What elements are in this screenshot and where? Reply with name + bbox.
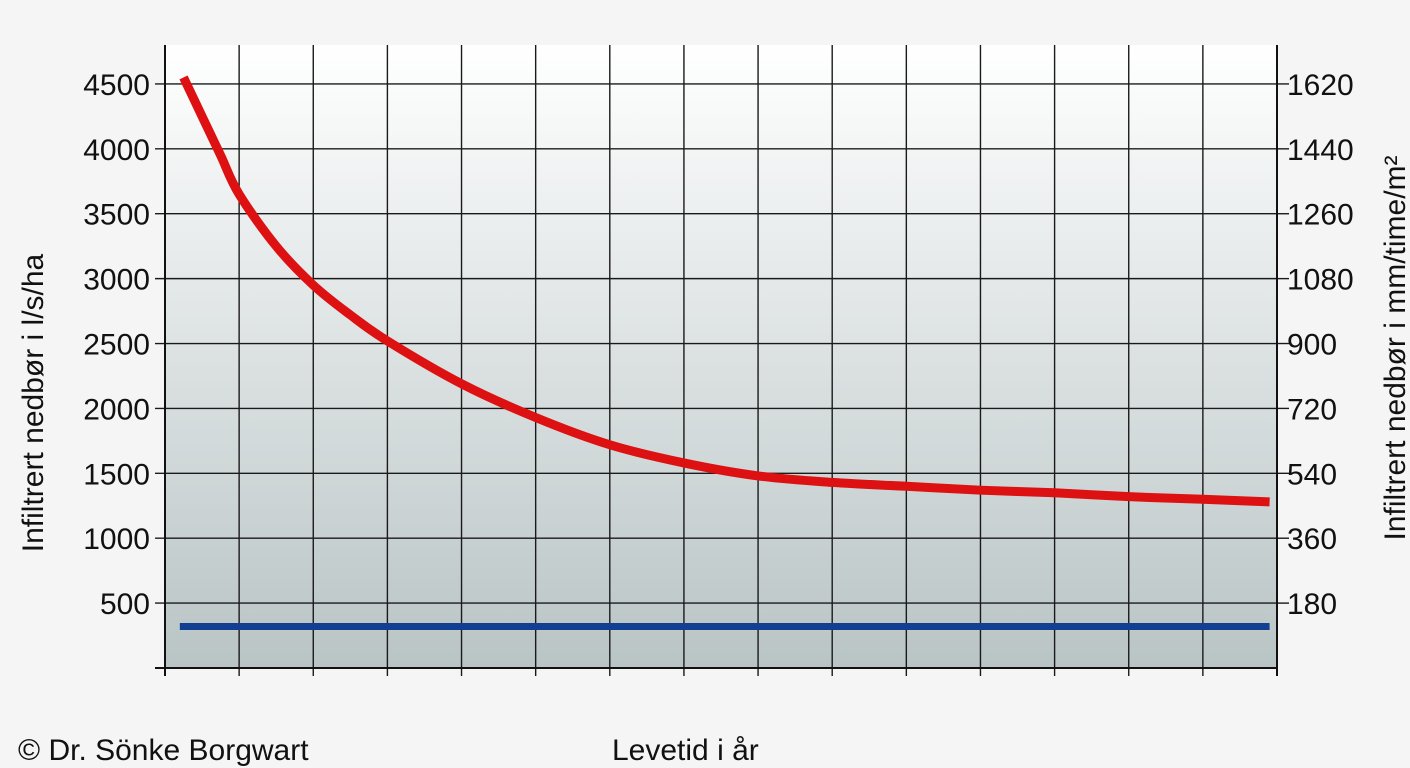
- series-lines: [179, 75, 1270, 630]
- y2-tick-label: 360: [1287, 523, 1337, 556]
- y2-axis-label: Infiltrert nedbør i mm/time/m²: [1379, 155, 1410, 540]
- y2-tick-label: 900: [1287, 329, 1337, 362]
- y-tick-label: 1500: [83, 458, 150, 491]
- y2-tick-label: 720: [1287, 393, 1337, 426]
- y-tick-label: 4500: [83, 69, 150, 102]
- y-tick-label: 4000: [83, 134, 150, 167]
- x-axis-label: Levetid i år: [612, 734, 759, 767]
- credit-text: © Dr. Sönke Borgwart: [18, 734, 309, 767]
- axes: [155, 45, 1289, 676]
- y-tick-label: 2500: [83, 329, 150, 362]
- y-tick-label: 3000: [83, 264, 150, 297]
- y-tick-labels: 500 1000 1500 2000 2500 3000 3500 4000 4500: [83, 69, 150, 621]
- y2-tick-label: 180: [1287, 588, 1337, 621]
- y-axis-label: Infiltrert nedbør i l/s/ha: [17, 253, 50, 552]
- series-line-red: [179, 75, 1270, 507]
- y-tick-label: 500: [100, 588, 150, 621]
- y2-tick-label: 540: [1287, 458, 1337, 491]
- y2-tick-label: 1620: [1287, 69, 1354, 102]
- y-tick-label: 3500: [83, 199, 150, 232]
- y2-tick-label: 1440: [1287, 134, 1354, 167]
- y-tick-label: 2000: [83, 393, 150, 426]
- grid-lines: [155, 45, 1277, 676]
- plot-area: [165, 45, 1277, 668]
- y2-tick-label: 1260: [1287, 199, 1354, 232]
- y-tick-label: 1000: [83, 523, 150, 556]
- y2-tick-label: 1080: [1287, 264, 1354, 297]
- y2-tick-labels: 180 360 540 720 900 1080 1260 1440 1620: [1287, 69, 1354, 621]
